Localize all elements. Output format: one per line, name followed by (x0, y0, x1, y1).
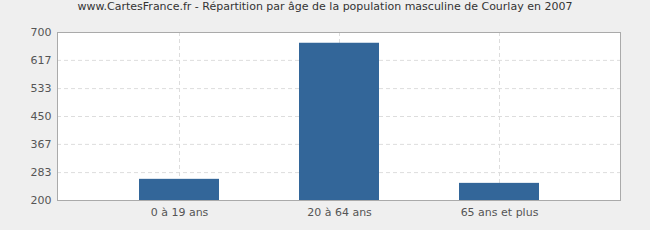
svg-text:617: 617 (31, 54, 52, 67)
svg-text:367: 367 (31, 138, 52, 151)
svg-text:20 à 64 ans: 20 à 64 ans (307, 206, 372, 219)
svg-text:533: 533 (31, 82, 52, 95)
svg-text:700: 700 (31, 26, 52, 39)
svg-text:450: 450 (31, 110, 52, 123)
svg-text:283: 283 (31, 166, 52, 179)
svg-text:0 à 19 ans: 0 à 19 ans (151, 206, 209, 219)
html-text:www.CartesFrance.fr - Répartit: www.CartesFrance.fr - Répartition par âg… (77, 0, 573, 13)
svg-text:65 ans et plus: 65 ans et plus (461, 206, 539, 219)
svg-text:200: 200 (31, 194, 52, 207)
